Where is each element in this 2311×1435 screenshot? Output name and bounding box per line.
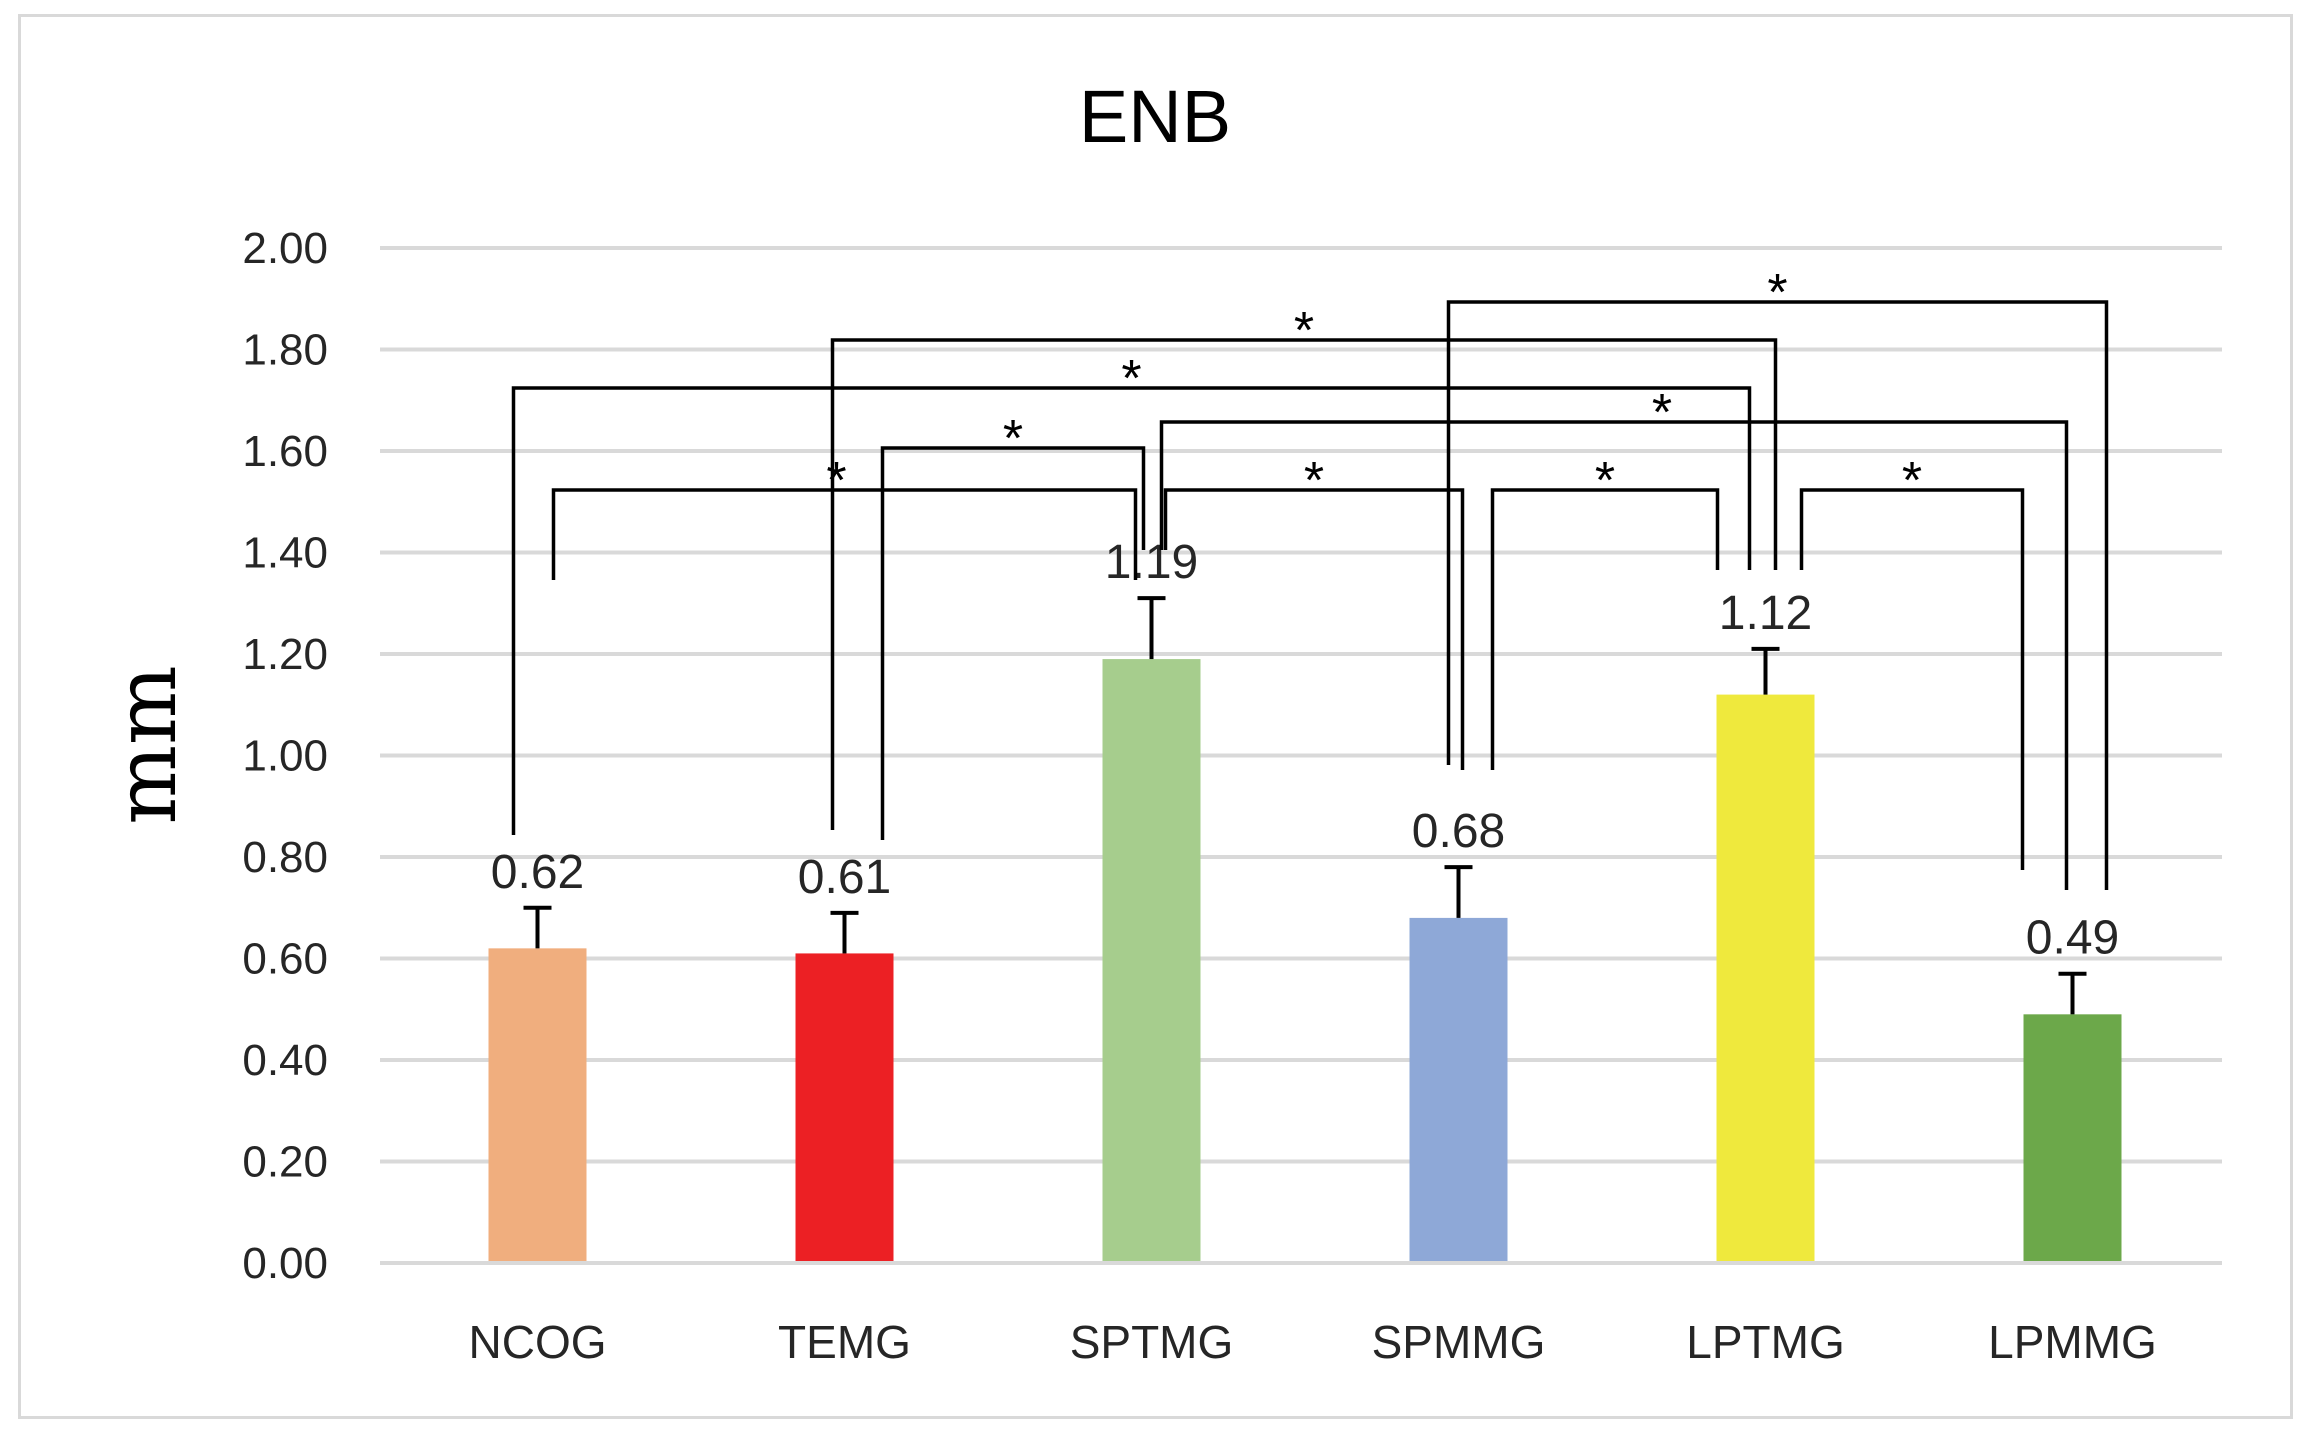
x-tick-label: NCOG xyxy=(469,1316,607,1368)
y-tick-label: 0.20 xyxy=(242,1138,328,1187)
gridlines xyxy=(380,246,2222,1265)
y-tick-label: 0.00 xyxy=(242,1239,328,1288)
data-label: 0.49 xyxy=(2026,912,2119,965)
significance-star: * xyxy=(826,452,846,510)
significance-bracket xyxy=(1163,488,1465,770)
significance-star: * xyxy=(1652,384,1672,442)
significance-star: * xyxy=(1304,452,1324,510)
significance-brackets: * * * * * * * * * xyxy=(511,264,2109,890)
significance-star: * xyxy=(1595,452,1615,510)
data-label: 0.62 xyxy=(491,846,584,899)
y-tick-label: 2.00 xyxy=(242,224,328,273)
significance-bracket xyxy=(551,488,1138,580)
x-tick-label: LPTMG xyxy=(1686,1316,1844,1368)
bar-spmmg xyxy=(1409,917,1508,1263)
chart-title: ENB xyxy=(1079,75,1231,158)
data-label: 1.19 xyxy=(1105,536,1198,589)
y-tick-label: 1.00 xyxy=(242,732,328,781)
significance-bracket xyxy=(1446,300,2109,890)
y-tick-label: 1.80 xyxy=(242,326,328,375)
x-tick-label: LPMMG xyxy=(1988,1316,2157,1368)
y-tick-label: 0.40 xyxy=(242,1036,328,1085)
significance-bracket xyxy=(511,386,1752,835)
x-tick-label: SPTMG xyxy=(1070,1316,1234,1368)
bar-ncog xyxy=(488,948,587,1263)
significance-star: * xyxy=(1902,452,1922,510)
y-tick-label: 1.40 xyxy=(242,529,328,578)
error-bars xyxy=(523,596,2087,1015)
y-tick-label: 1.20 xyxy=(242,630,328,679)
significance-star: * xyxy=(1003,410,1023,468)
y-axis-label: mm xyxy=(97,665,195,824)
data-labels: 0.62 0.61 1.19 0.68 1.12 0.49 xyxy=(491,536,2119,965)
axes: 0.00 0.20 0.40 0.60 0.80 1.00 1.20 1.40 1.60 1.80… xyxy=(242,224,2222,1368)
significance-star: * xyxy=(1767,264,1787,322)
significance-bracket xyxy=(880,446,1146,840)
data-label: 1.12 xyxy=(1719,587,1812,640)
bar-temg xyxy=(795,953,894,1263)
y-tick-label: 1.60 xyxy=(242,427,328,476)
y-tick-label: 0.80 xyxy=(242,833,328,882)
x-tick-label: TEMG xyxy=(778,1316,911,1368)
x-tick-label: SPMMG xyxy=(1372,1316,1546,1368)
significance-bracket xyxy=(1490,488,1720,770)
significance-star: * xyxy=(1294,302,1314,360)
significance-bracket xyxy=(830,338,1778,830)
bars xyxy=(488,659,2122,1263)
data-label: 0.68 xyxy=(1412,805,1505,858)
significance-bracket xyxy=(1799,488,2025,870)
bar-lptmg xyxy=(1716,694,1815,1263)
significance-star: * xyxy=(1121,350,1141,408)
y-tick-label: 0.60 xyxy=(242,935,328,984)
data-label: 0.61 xyxy=(798,851,891,904)
bar-sptmg xyxy=(1102,659,1201,1263)
bar-lpmmg xyxy=(2023,1014,2122,1263)
significance-bracket xyxy=(1159,420,2069,890)
